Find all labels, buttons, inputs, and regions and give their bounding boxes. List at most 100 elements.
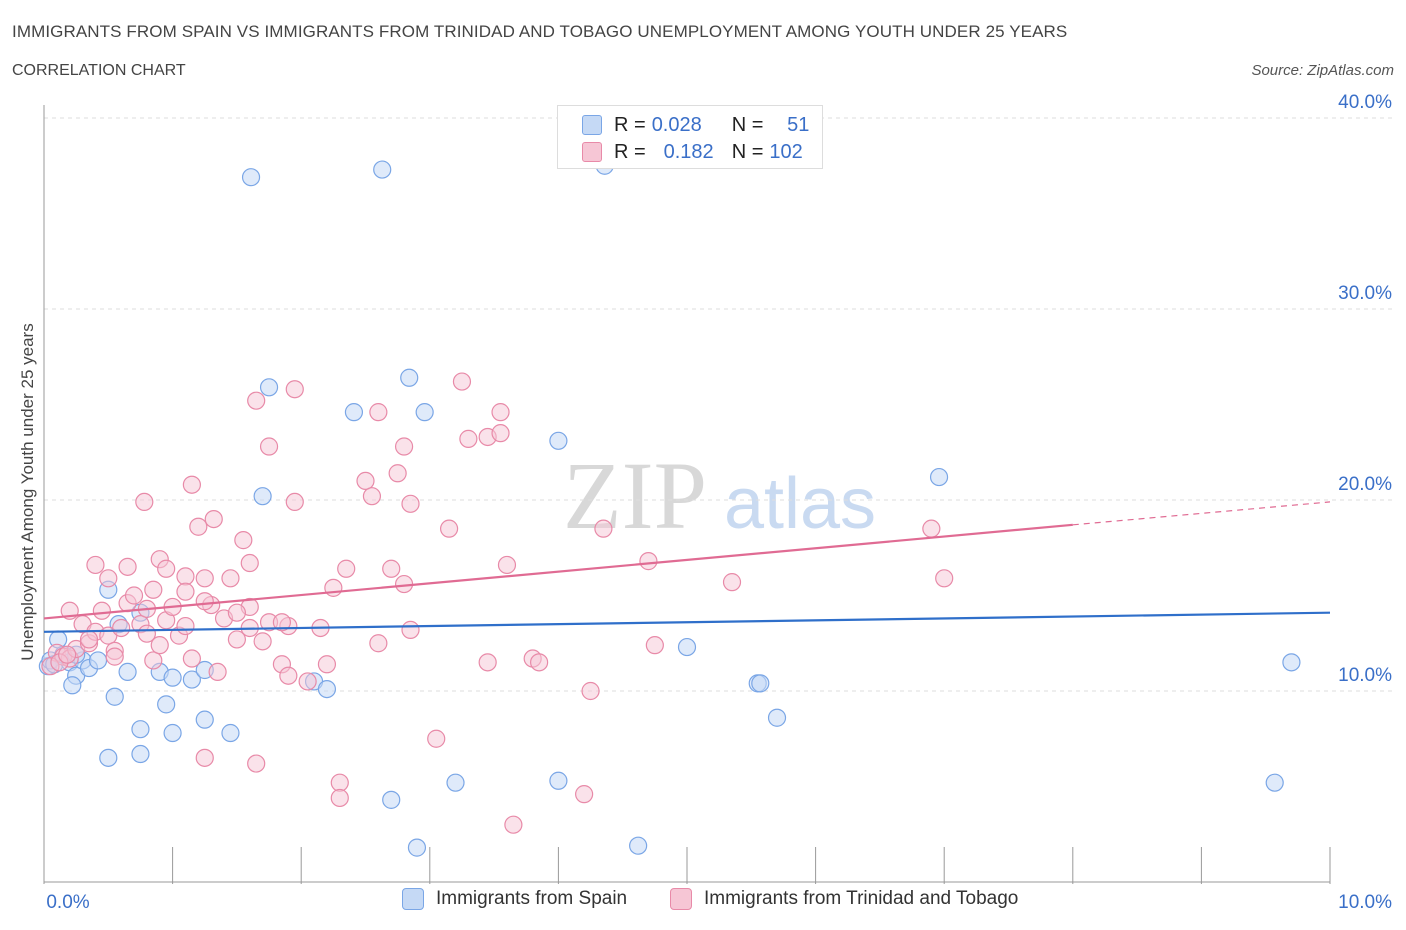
point-spain <box>344 403 364 422</box>
point-trinidad <box>298 672 317 691</box>
point-spain <box>182 670 201 689</box>
point-trinidad <box>581 681 600 701</box>
legend-swatch-trinidad <box>670 888 692 910</box>
point-trinidad <box>195 569 214 588</box>
point-spain <box>382 790 401 809</box>
point-trinidad <box>86 555 105 575</box>
point-trinidad <box>137 624 156 643</box>
correlation-legend: R = 0.028 N = 51 R = 0.182 N = 102 <box>557 105 823 169</box>
point-spain <box>259 378 279 397</box>
legend-item-trinidad[interactable]: Immigrants from Trinidad and Tobago <box>670 888 1018 910</box>
point-trinidad <box>459 429 478 448</box>
point-trinidad <box>279 666 298 685</box>
point-spain <box>253 487 272 506</box>
point-trinidad <box>575 785 594 804</box>
point-trinidad <box>124 586 144 605</box>
point-trinidad <box>247 754 266 773</box>
point-spain <box>63 676 82 695</box>
point-spain <box>99 748 118 767</box>
point-trinidad <box>227 630 246 649</box>
legend-row-trinidad: R = 0.182 N = 102 <box>582 140 809 164</box>
legend-swatch-spain <box>582 115 602 135</box>
point-trinidad <box>92 601 111 620</box>
chart-subtitle: CORRELATION CHART <box>12 62 186 79</box>
legend-row-spain: R = 0.028 N = 51 <box>582 113 809 137</box>
legend-item-spain[interactable]: Immigrants from Spain <box>402 888 627 910</box>
point-trinidad <box>182 475 201 494</box>
point-trinidad <box>594 519 613 538</box>
point-spain <box>751 674 770 693</box>
point-spain <box>929 467 949 487</box>
chart-title: IMMIGRANTS FROM SPAIN VS IMMIGRANTS FROM… <box>12 22 1068 41</box>
point-trinidad <box>330 788 349 808</box>
point-spain <box>241 168 261 187</box>
point-spain <box>131 720 150 739</box>
point-spain <box>549 431 568 450</box>
point-trinidad <box>439 519 459 538</box>
point-trinidad <box>208 662 227 682</box>
legend-n-label: N = <box>731 140 764 163</box>
y-tick-label: 30.0% <box>1338 283 1392 304</box>
trendline-trinidad-extension <box>1072 501 1331 526</box>
point-trinidad <box>150 636 169 655</box>
point-trinidad <box>478 653 497 672</box>
point-trinidad <box>491 403 510 422</box>
point-trinidad <box>722 573 742 592</box>
point-trinidad <box>285 492 304 512</box>
point-trinidad <box>369 634 388 653</box>
point-spain <box>415 403 434 422</box>
point-trinidad <box>382 559 401 578</box>
legend-swatch-trinidad <box>582 142 602 162</box>
point-trinidad <box>112 618 131 638</box>
point-trinidad <box>118 557 137 576</box>
point-trinidad <box>176 616 195 636</box>
point-trinidad <box>639 552 658 571</box>
point-trinidad <box>176 582 195 601</box>
point-trinidad <box>497 555 517 575</box>
legend-label-trinidad: Immigrants from Trinidad and Tobago <box>704 888 1019 909</box>
point-spain <box>105 687 124 706</box>
point-trinidad <box>935 569 954 588</box>
point-trinidad <box>221 569 240 588</box>
legend-n-label: N = <box>731 113 764 136</box>
point-trinidad <box>362 487 382 506</box>
y-tick-label: 20.0% <box>1338 474 1392 495</box>
point-trinidad <box>247 391 266 410</box>
point-trinidad <box>144 651 163 670</box>
point-trinidad <box>99 569 118 588</box>
legend-swatch-spain <box>402 888 424 910</box>
point-spain <box>549 771 568 790</box>
point-trinidad <box>195 748 214 767</box>
point-trinidad <box>504 815 523 834</box>
y-tick-label: 10.0% <box>1338 665 1392 686</box>
point-spain <box>400 368 419 387</box>
point-spain <box>629 836 648 855</box>
point-spain <box>767 708 787 727</box>
legend-r-value-trinidad: 0.182 <box>663 140 714 163</box>
point-trinidad <box>272 613 292 632</box>
point-trinidad <box>645 636 664 655</box>
watermark-zip: ZIP <box>563 442 707 549</box>
point-spain <box>163 723 182 743</box>
point-trinidad <box>356 471 375 490</box>
point-trinidad <box>369 403 388 422</box>
source-label: Source: ZipAtlas.com <box>1251 62 1394 79</box>
legend-r-label: R = <box>614 140 646 163</box>
point-trinidad <box>105 647 124 666</box>
point-trinidad <box>253 632 272 651</box>
legend-label-spain: Immigrants from Spain <box>436 888 628 909</box>
point-trinidad <box>388 464 407 483</box>
point-trinidad <box>401 494 420 513</box>
point-spain <box>1282 653 1301 672</box>
point-trinidad <box>317 655 337 674</box>
x-tick-label: 10.0% <box>1338 892 1392 913</box>
point-trinidad <box>234 531 253 550</box>
point-spain <box>88 651 108 670</box>
point-trinidad <box>427 729 446 748</box>
trendline-trinidad <box>43 523 1073 620</box>
point-trinidad <box>401 620 420 639</box>
series-legend: Immigrants from Spain Immigrants from Tr… <box>0 888 1406 916</box>
point-trinidad <box>285 380 304 399</box>
trendline-spain <box>43 611 1331 633</box>
